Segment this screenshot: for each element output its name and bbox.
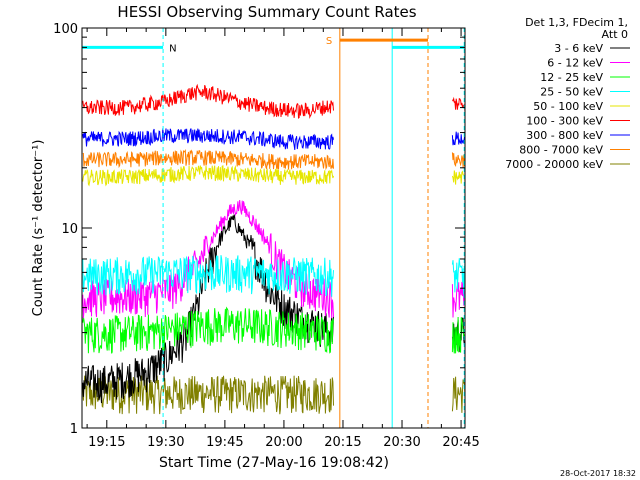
legend-label: 7000 - 20000 keV: [505, 158, 603, 171]
x-tick-label: 20:30: [383, 435, 420, 450]
x-tick-label: 20:15: [324, 435, 361, 450]
series-line-800-7000-kev-seg-0: [82, 148, 334, 171]
legend-label: 6 - 12 keV: [547, 57, 603, 70]
x-axis: 19:15 19:30 19:45 20:00 20:15 20:30 20:45: [86, 28, 480, 450]
series-line-100-300-kev-seg-0: [82, 83, 334, 120]
footer-timestamp: 28-Oct-2017 18:32: [560, 469, 636, 478]
series-line-300-800-kev-seg-1: [451, 131, 466, 146]
plot-area: NS: [82, 28, 466, 428]
series-line-300-800-kev-seg-0: [82, 128, 334, 150]
series-line-7000-20000-kev-seg-1: [451, 376, 466, 413]
chart-title: HESSI Observing Summary Count Rates: [117, 3, 416, 21]
y-tick-label: 100: [53, 22, 78, 37]
series-line-12-25-kev-seg-1: [451, 316, 466, 354]
legend-header-line: Att 0: [602, 28, 628, 41]
x-tick-label: 19:45: [206, 435, 243, 450]
night-period-label: N: [169, 43, 176, 54]
x-tick-label: 19:30: [147, 435, 184, 450]
legend-label: 25 - 50 keV: [540, 86, 603, 99]
series-line-100-300-kev-seg-1: [451, 96, 466, 112]
series-line-800-7000-kev-seg-1: [451, 152, 466, 168]
series-line-6-12-kev-seg-0: [82, 199, 334, 319]
legend-label: 800 - 7000 keV: [519, 144, 603, 157]
series-line-50-100-kev-seg-0: [82, 165, 334, 187]
series-line-50-100-kev-seg-1: [451, 170, 466, 185]
legend-label: 300 - 800 keV: [526, 129, 603, 142]
series-line-6-12-kev-seg-1: [451, 280, 466, 318]
legend: Det 1,3, FDecim 1,Att 03 - 6 keV 6 - 12 k…: [505, 16, 630, 171]
y-axis: 1 10 100: [53, 22, 465, 437]
series-line-3-6-kev-seg-0: [82, 214, 334, 404]
legend-label: 100 - 300 keV: [526, 115, 603, 128]
series-line-7000-20000-kev-seg-0: [82, 375, 334, 415]
series-line-25-50-kev-seg-1: [451, 258, 466, 295]
legend-label: 3 - 6 keV: [554, 42, 603, 55]
y-tick-label: 10: [61, 222, 78, 237]
legend-label: 12 - 25 keV: [540, 71, 603, 84]
series-line-25-50-kev-seg-0: [82, 255, 334, 297]
legend-label: 50 - 100 keV: [533, 100, 603, 113]
saa-period-label: S: [326, 36, 332, 47]
x-axis-label: Start Time (27-May-16 19:08:42): [159, 455, 389, 471]
x-tick-label: 19:15: [88, 435, 125, 450]
series-line-12-25-kev-seg-0: [82, 306, 334, 354]
x-tick-label: 20:45: [442, 435, 479, 450]
legend-header-line: Det 1,3, FDecim 1,: [525, 16, 628, 29]
y-axis-label: Count Rate (s⁻¹ detector⁻¹): [31, 140, 46, 317]
y-tick-label: 1: [70, 422, 78, 437]
x-tick-label: 20:00: [265, 435, 302, 450]
